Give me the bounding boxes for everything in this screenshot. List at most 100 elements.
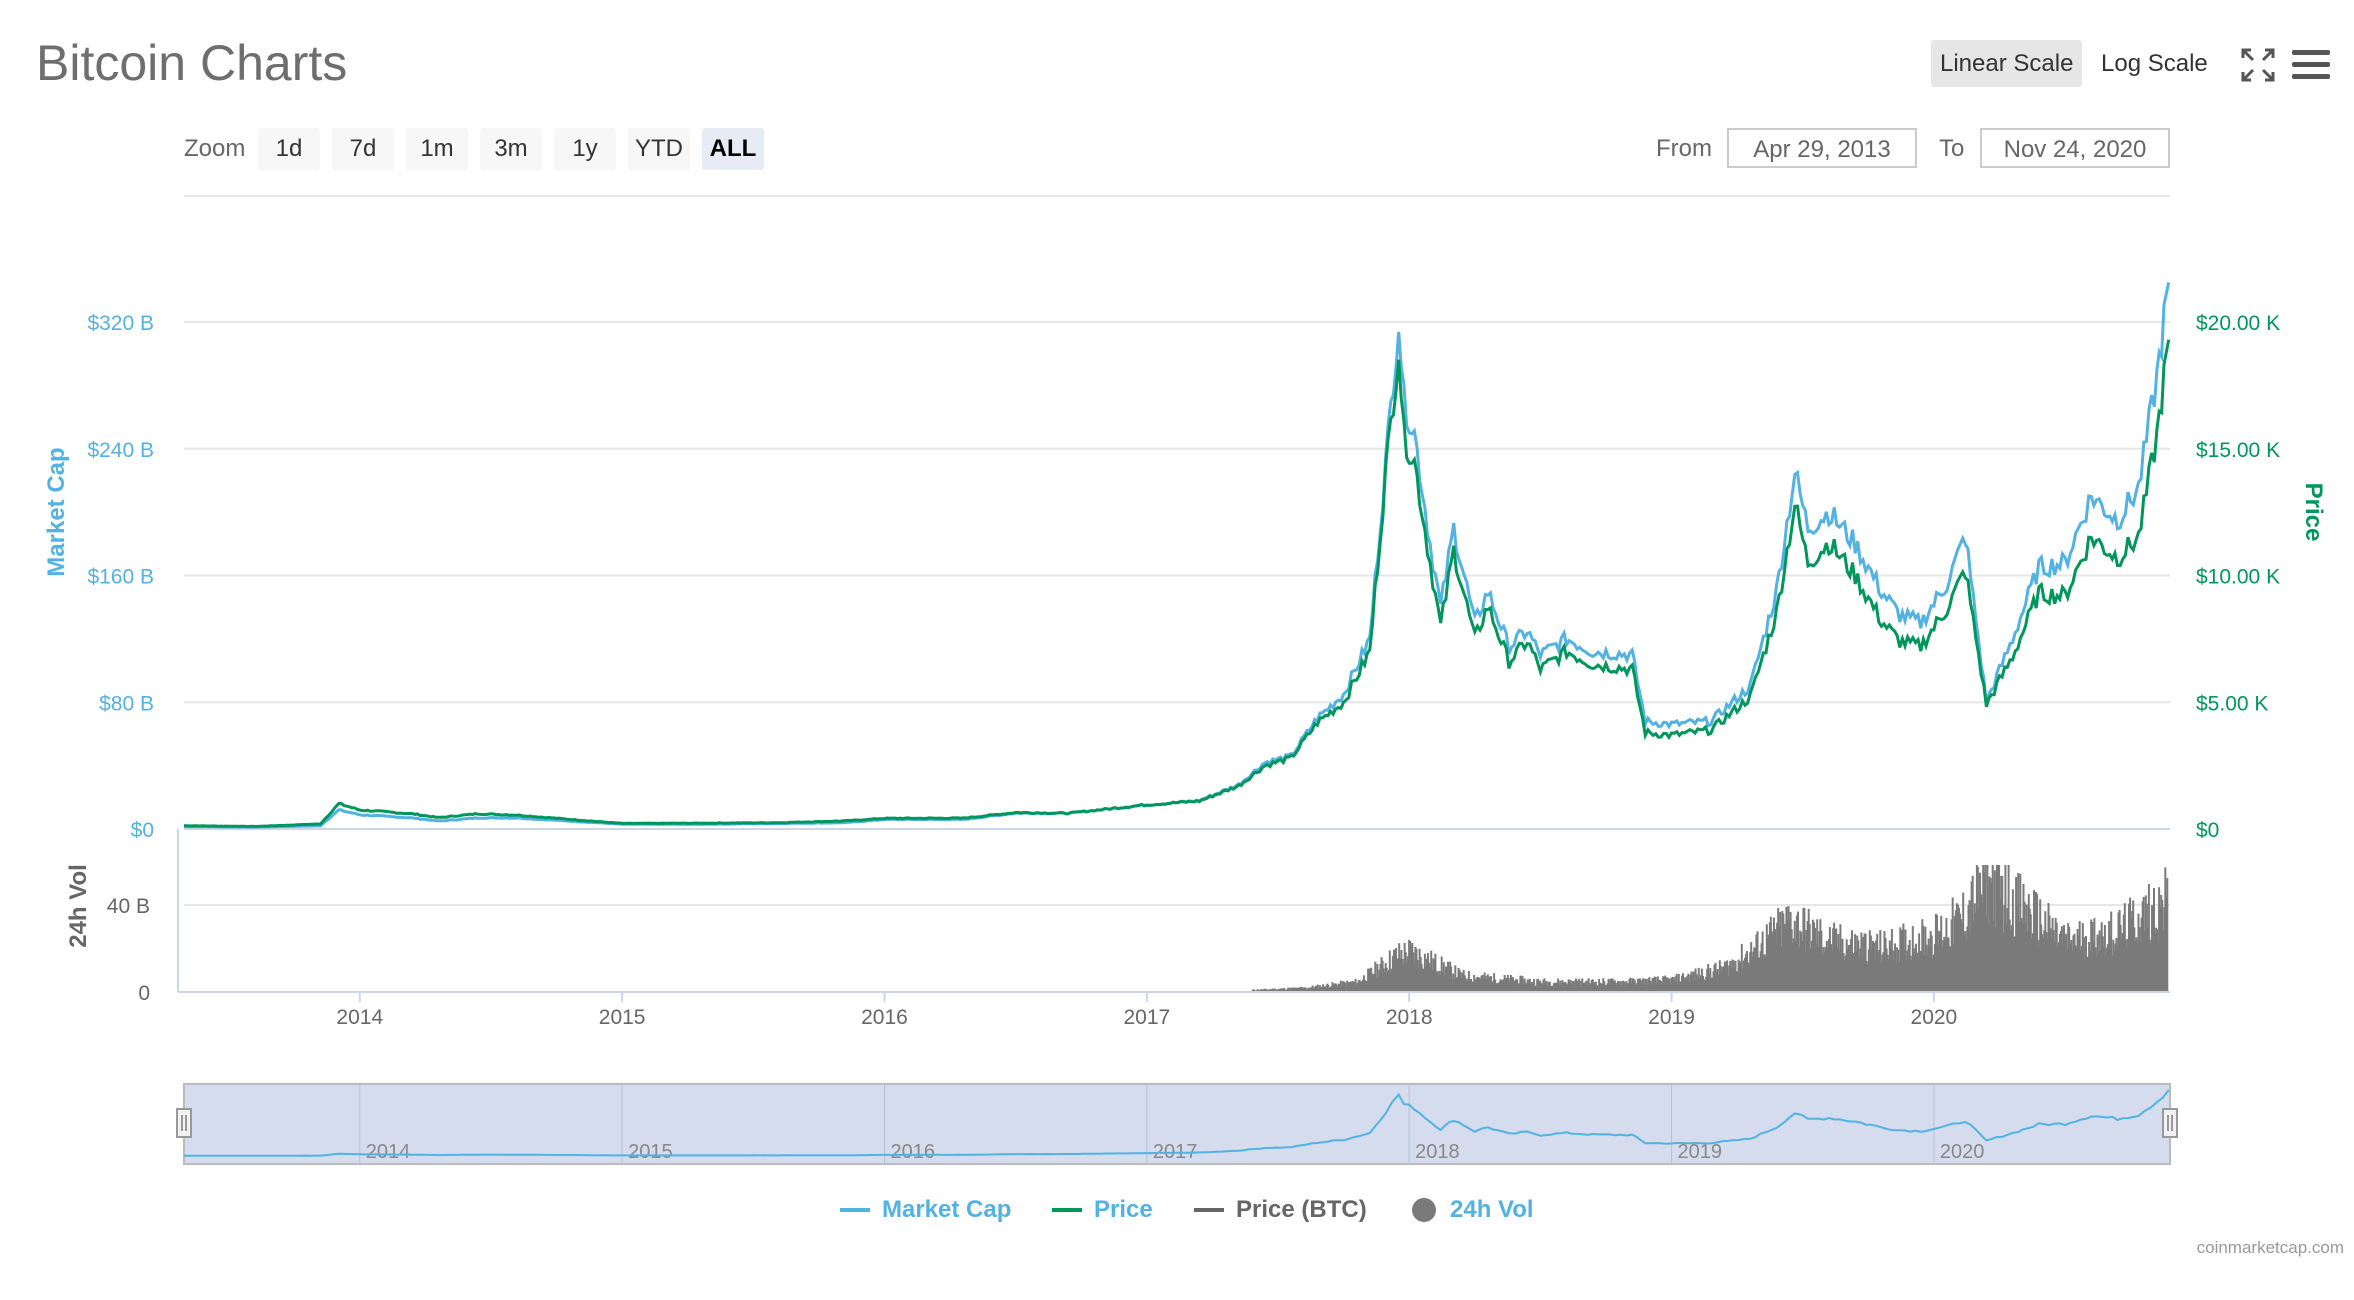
volume-bar [1909, 955, 1912, 992]
volume-bar [1486, 974, 1489, 992]
volume-bar [1686, 976, 1689, 992]
volume-bar [2019, 873, 2022, 992]
volume-bar [1753, 947, 1756, 992]
volume-bar [1761, 931, 1764, 992]
volume-bar [2121, 933, 2124, 992]
fullscreen-icon[interactable] [2241, 48, 2275, 82]
legend-item-market-cap[interactable]: Market Cap [840, 1196, 1011, 1224]
volume-bar [1331, 982, 1334, 992]
volume-bar [1791, 943, 1794, 992]
volume-bar [1318, 985, 1321, 992]
volume-bar [1854, 934, 1857, 992]
volume-bar [1841, 938, 1844, 992]
volume-bar [2012, 938, 2015, 992]
navigator-year-label: 2020 [1940, 1141, 1985, 1163]
to-date-input[interactable]: Nov 24, 2020 [1980, 128, 2170, 168]
volume-bar [1667, 977, 1670, 992]
x-tick-label: 2017 [1123, 1006, 1170, 1029]
volume-bar [2086, 958, 2088, 992]
x-tick-label: 2014 [336, 1006, 383, 1029]
zoom-label: Zoom [184, 135, 246, 162]
volume-bar [1622, 980, 1625, 992]
volume-bar [1939, 931, 1942, 992]
price-tick-label: $15.00 K [2196, 439, 2280, 462]
zoom-1m-button[interactable]: 1m [406, 128, 468, 170]
price-axis-title: Price [2300, 483, 2327, 542]
volume-bar [1480, 975, 1483, 992]
volume-bar [1873, 942, 1875, 992]
volume-bar [1809, 948, 1812, 992]
linear-scale-button[interactable]: Linear Scale [1931, 40, 2083, 87]
volume-bar [1824, 947, 1827, 992]
navigator-left-handle[interactable] [176, 1108, 192, 1138]
zoom-all-button[interactable]: ALL [702, 128, 764, 170]
volume-bar [1372, 974, 1375, 992]
volume-bar [1671, 976, 1674, 992]
volume-bar [1916, 952, 1918, 992]
zoom-3m-button[interactable]: 3m [480, 128, 542, 170]
price-tick-label: $10.00 K [2196, 566, 2280, 589]
volume-bar [1993, 870, 1996, 992]
volume-bar [1731, 959, 1734, 992]
volume-bar [2162, 929, 2165, 992]
volume-bar [1405, 962, 1408, 992]
grid-lines [184, 321, 2170, 993]
volume-bar [1539, 980, 1542, 992]
zoom-1y-button[interactable]: 1y [554, 128, 616, 170]
volume-bar [1797, 911, 1799, 992]
volume-bar [1960, 919, 1963, 992]
volume-bar [1535, 985, 1538, 992]
legend-item-24h-vol[interactable]: 24h Vol [1412, 1196, 1534, 1224]
volume-bar [1615, 985, 1618, 992]
volume-bar [1930, 935, 1933, 992]
legend-item-price[interactable]: Price [1052, 1196, 1153, 1224]
volume-bar [1817, 946, 1820, 992]
zoom-1d-button[interactable]: 1d [258, 128, 320, 170]
volume-bar [1404, 952, 1407, 992]
legend-item-price-btc[interactable]: Price (BTC) [1194, 1196, 1367, 1224]
volume-bar [2117, 912, 2120, 992]
volume-bar [2092, 941, 2095, 992]
volume-bar [1831, 952, 1833, 992]
volume-bar [1503, 975, 1506, 992]
volume-bar [1945, 918, 1948, 992]
volume-bar [1943, 936, 1946, 992]
volume-bar [1588, 983, 1591, 992]
volume-bar [2107, 943, 2109, 992]
market-cap-tick-label: $80 B [99, 692, 154, 715]
volume-bar [1456, 977, 1459, 992]
volume-bar [1472, 981, 1475, 992]
volume-bar [1327, 984, 1330, 992]
volume-bar [1314, 986, 1317, 992]
volume-bar [2146, 927, 2149, 992]
volume-bar [1445, 967, 1448, 992]
menu-icon[interactable] [2292, 49, 2330, 81]
volume-bar [1452, 973, 1455, 992]
zoom-7d-button[interactable]: 7d [332, 128, 394, 170]
volume-bar [2149, 944, 2152, 992]
from-date-input[interactable]: Apr 29, 2013 [1727, 128, 1917, 168]
navigator-right-handle[interactable] [2162, 1108, 2178, 1138]
navigator-line [184, 1089, 2170, 1157]
bitcoin-chart[interactable]: $0 $80 B $160 B $240 B $320 B $0 $5.00 K $10.0… [0, 0, 2354, 1180]
volume-bar [1439, 974, 1442, 992]
volume-bar [1726, 960, 1729, 992]
volume-bar [1690, 971, 1693, 992]
volume-bar [2166, 878, 2169, 992]
volume-bar [1896, 947, 1899, 992]
volume-bar [2001, 875, 2004, 992]
x-tick-label: 2019 [1648, 1006, 1695, 1029]
volume-bar [1805, 930, 1808, 992]
volume-bar [1541, 984, 1544, 992]
log-scale-button[interactable]: Log Scale [2101, 50, 2208, 77]
volume-bar [1955, 903, 1958, 992]
volume-bar [1352, 981, 1355, 992]
volume-bar [1964, 931, 1967, 992]
volume-bar [1287, 987, 1290, 992]
zoom-ytd-button[interactable]: YTD [628, 128, 690, 170]
credits-link[interactable]: coinmarketcap.com [2196, 1238, 2344, 1257]
volume-bar [1369, 968, 1372, 992]
volume-bar [1713, 964, 1716, 992]
volume-bar [1342, 981, 1344, 992]
volume-bar [1429, 967, 1432, 992]
